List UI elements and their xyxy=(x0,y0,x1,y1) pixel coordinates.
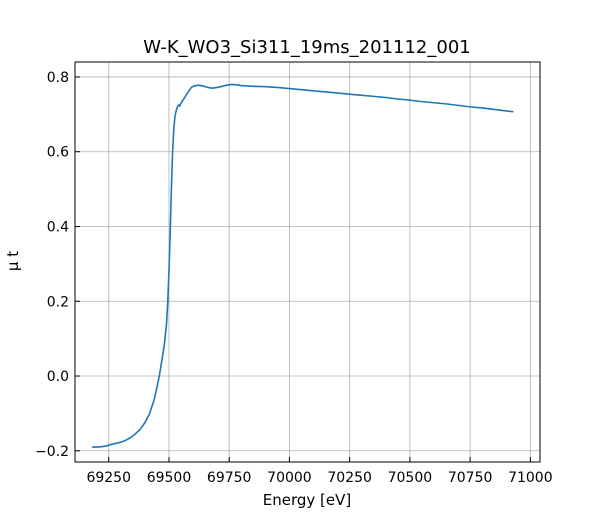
y-axis-ticks: −0.2 0.0 0.2 0.4 0.6 0.8 xyxy=(35,70,80,460)
y-tick-label: 0.4 xyxy=(47,219,69,235)
x-tick-label: 69750 xyxy=(207,470,252,486)
y-tick-label: 0.2 xyxy=(47,294,69,310)
y-tick-label: 0.8 xyxy=(47,70,69,86)
x-tick-label: 70250 xyxy=(327,470,372,486)
x-axis-title: Energy [eV] xyxy=(263,491,351,509)
plot-frame xyxy=(74,61,541,463)
y-tick-label: −0.2 xyxy=(35,444,69,460)
x-axis-ticks: 69250 69500 69750 70000 70250 70500 70750 71000 xyxy=(86,457,553,486)
y-axis-title: μ t xyxy=(4,251,22,271)
gridlines xyxy=(75,62,540,462)
x-tick-label: 69250 xyxy=(86,470,131,486)
chart-title: W-K_WO3_Si311_19ms_201112_001 xyxy=(143,37,470,58)
x-tick-label: 69500 xyxy=(147,470,192,486)
x-tick-label: 70000 xyxy=(267,470,312,486)
series-group xyxy=(91,83,514,448)
x-tick-label: 70750 xyxy=(448,470,493,486)
y-tick-label: 0.0 xyxy=(47,369,69,385)
x-tick-label: 70500 xyxy=(388,470,433,486)
x-tick-label: 71000 xyxy=(508,470,553,486)
series-line xyxy=(91,83,514,448)
y-tick-label: 0.6 xyxy=(47,145,69,161)
